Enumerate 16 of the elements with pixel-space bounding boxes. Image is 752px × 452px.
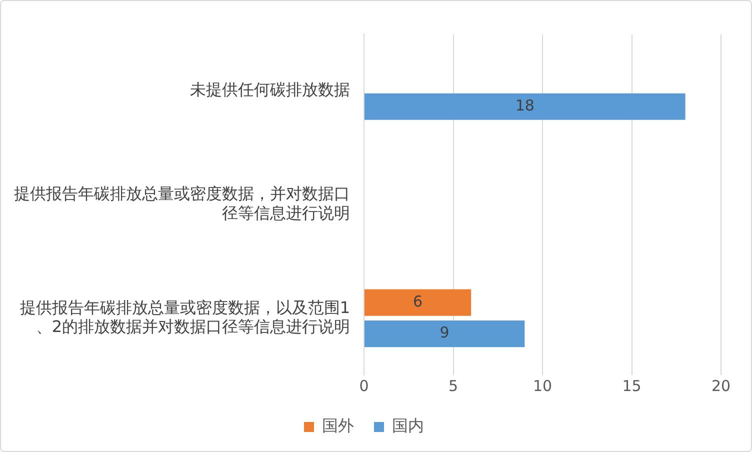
x-tick-label: 15	[622, 376, 642, 395]
y-tick-label: 未提供任何碳排放数据	[190, 80, 350, 100]
x-tick-label: 0	[359, 376, 369, 395]
x-tick-label: 10	[532, 376, 552, 395]
data-label: 9	[440, 324, 450, 342]
data-label: 18	[515, 96, 534, 115]
y-tick-label: 提供报告年碳排放总量或密度数据，以及范围1、2的排放数据并对数据口径等信息进行说明	[20, 298, 350, 336]
bar	[364, 93, 686, 120]
data-label: 6	[413, 292, 423, 310]
legend-label: 国内	[392, 416, 424, 436]
bar	[364, 289, 472, 316]
x-tick-label: 5	[448, 376, 458, 395]
y-tick-label: 提供报告年碳排放总量或密度数据，并对数据口径等信息进行说明	[14, 184, 350, 222]
x-tick-label: 20	[711, 376, 731, 395]
bar	[364, 320, 525, 348]
legend-label: 国外	[322, 416, 354, 436]
